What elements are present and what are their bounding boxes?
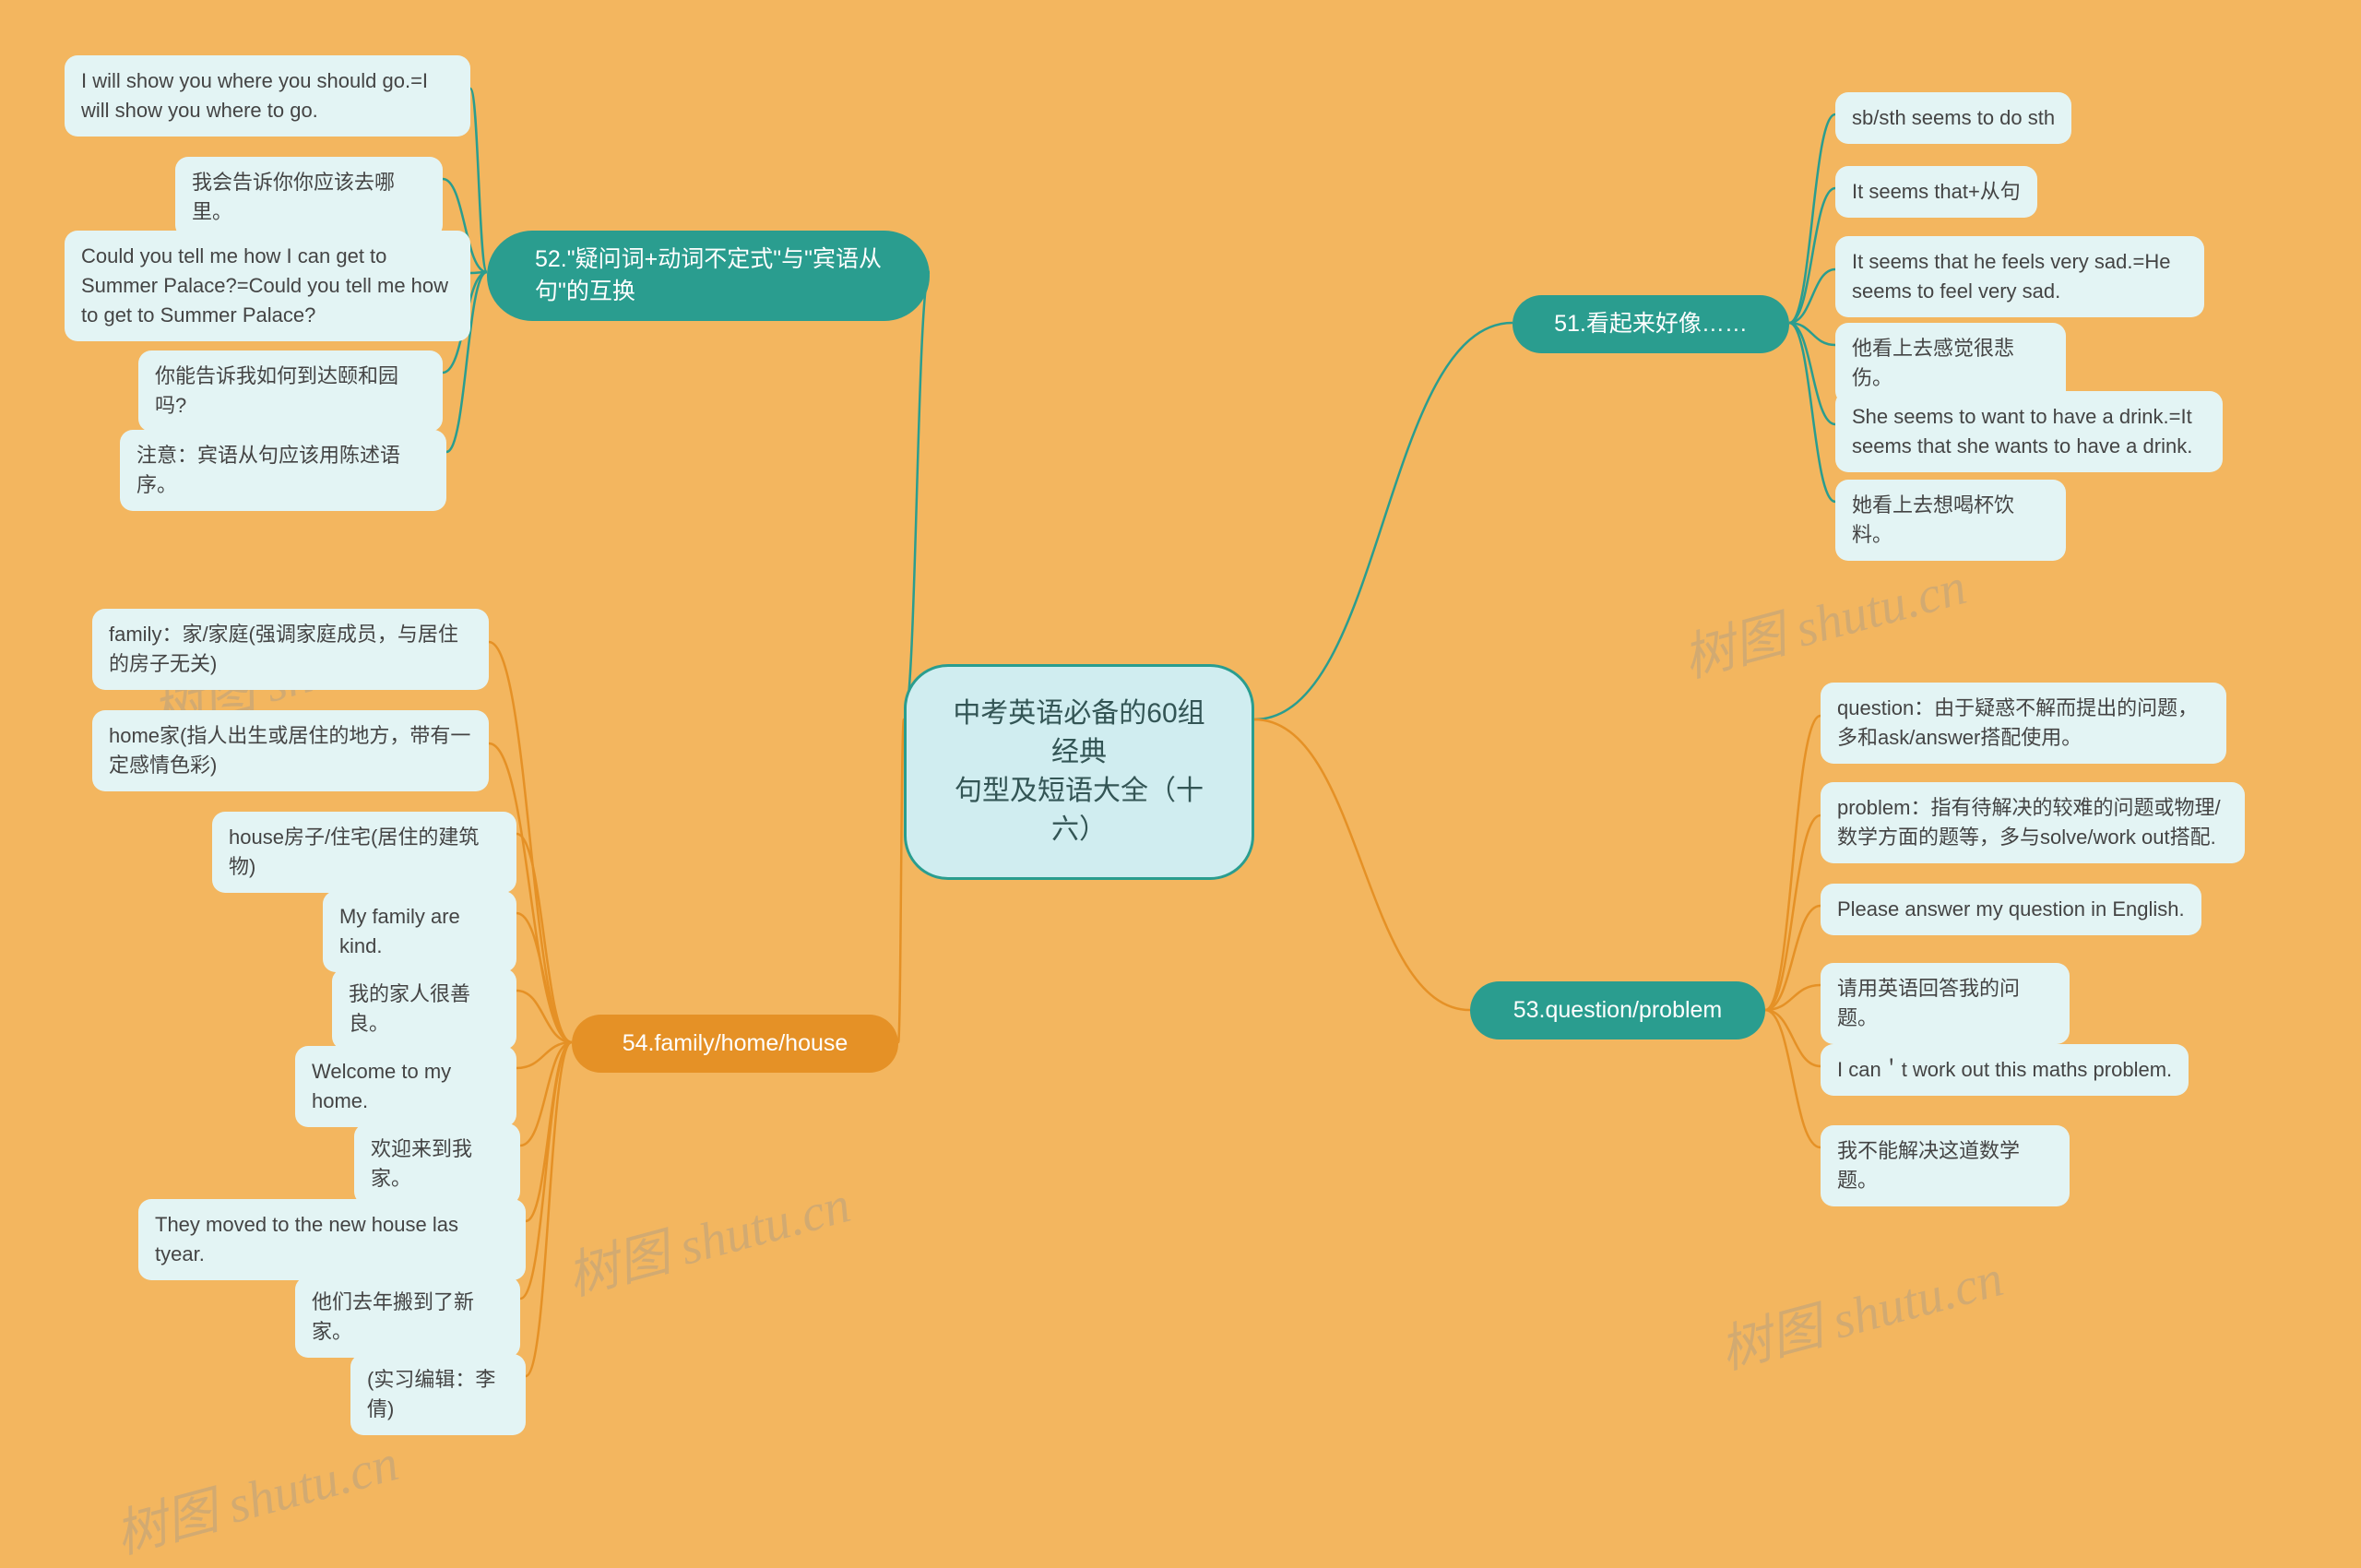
leaf-node: They moved to the new house las tyear. [138,1199,526,1280]
watermark: 树图 shutu.cn [106,1421,405,1568]
leaf-node: problem：指有待解决的较难的问题或物理/数学方面的题等，多与solve/w… [1821,782,2245,863]
leaf-node: It seems that he feels very sad.=He seem… [1835,236,2204,317]
leaf-node: (实习编辑：李倩) [350,1354,526,1435]
leaf-node: She seems to want to have a drink.=It se… [1835,391,2223,472]
watermark: 树图 shutu.cn [558,1163,857,1311]
leaf-node: 注意：宾语从句应该用陈述语序。 [120,430,446,511]
leaf-node: Could you tell me how I can get to Summe… [65,231,470,341]
leaf-node: Welcome to my home. [295,1046,516,1127]
leaf-node: It seems that+从句 [1835,166,2037,218]
leaf-node: 你能告诉我如何到达颐和园吗? [138,350,443,432]
branch-b51: 51.看起来好像…… [1513,295,1789,353]
leaf-node: family：家/家庭(强调家庭成员，与居住的房子无关) [92,609,489,690]
leaf-node: 她看上去想喝杯饮料。 [1835,480,2066,561]
leaf-node: I can＇t work out this maths problem. [1821,1044,2189,1096]
branch-b53: 53.question/problem [1470,981,1765,1039]
branch-b54: 54.family/home/house [572,1015,898,1073]
leaf-node: I will show you where you should go.=I w… [65,55,470,137]
leaf-node: house房子/住宅(居住的建筑物) [212,812,516,893]
leaf-node: 我不能解决这道数学题。 [1821,1125,2070,1206]
leaf-node: 我会告诉你你应该去哪里。 [175,157,443,238]
leaf-node: 我的家人很善良。 [332,968,516,1050]
watermark: 树图 shutu.cn [1711,1237,2010,1384]
center-node: 中考英语必备的60组经典 句型及短语大全（十六） [904,664,1254,880]
leaf-node: home家(指人出生或居住的地方，带有一定感情色彩) [92,710,489,791]
leaf-node: 请用英语回答我的问题。 [1821,963,2070,1044]
leaf-node: Please answer my question in English. [1821,884,2201,935]
leaf-node: 他们去年搬到了新家。 [295,1277,520,1358]
leaf-node: 欢迎来到我家。 [354,1123,520,1205]
leaf-node: question：由于疑惑不解而提出的问题，多和ask/answer搭配使用。 [1821,683,2226,764]
leaf-node: My family are kind. [323,891,516,972]
leaf-node: sb/sth seems to do sth [1835,92,2071,144]
watermark: 树图 shutu.cn [1674,545,1973,693]
branch-b52: 52."疑问词+动词不定式"与"宾语从 句"的互换 [487,231,930,321]
